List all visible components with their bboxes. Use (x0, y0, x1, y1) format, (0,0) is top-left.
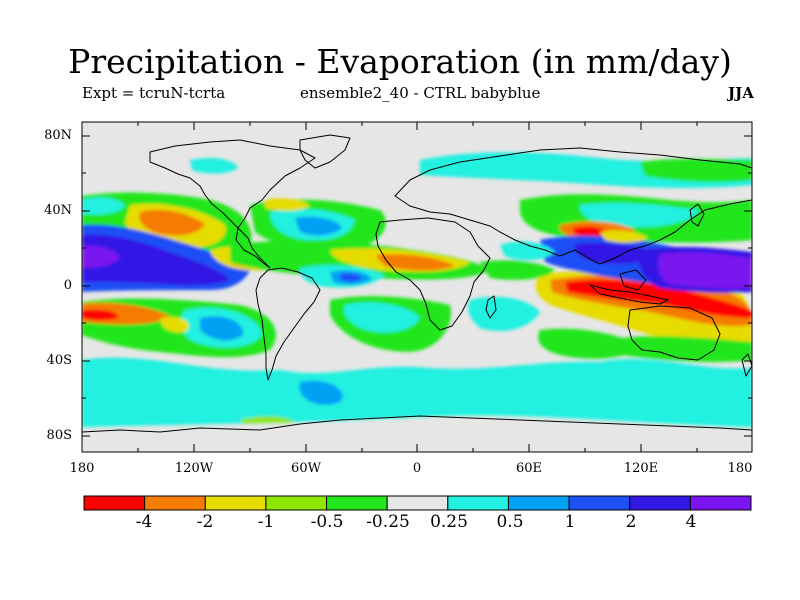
colorbar-box-11 (689, 495, 752, 511)
central-pacific-wet-max (82, 245, 120, 268)
indonesia-coast (589, 284, 669, 305)
southern-ocean-antarctic (82, 416, 752, 452)
colorbar-box-3 (204, 495, 267, 511)
colorbar-box-4 (265, 495, 328, 511)
lat-label-eq: 0 (63, 278, 72, 293)
bottom-major-ticks (81, 444, 753, 452)
south-pacific-edge (160, 317, 189, 333)
map-title: Precipitation - Evaporation (in mm/day) (68, 42, 732, 81)
colorbar-box-10 (629, 495, 691, 511)
lat-label-40n: 40N (44, 203, 72, 218)
arctic-patch (190, 157, 238, 174)
colorbar (83, 495, 752, 511)
north-atlantic-yellow (265, 198, 310, 211)
colorbar-box-9 (568, 495, 631, 511)
season-label: JJA (728, 84, 754, 102)
north-america-coast (149, 139, 316, 269)
colorbar-label-2: -2 (196, 512, 214, 532)
colorbar-label-10: 4 (685, 512, 697, 532)
lat-label-80s: 80S (46, 428, 72, 443)
north-atlantic-blue (295, 216, 342, 236)
arctic-green (640, 158, 752, 183)
colorbar-box-8 (507, 495, 570, 511)
australia-coast (627, 305, 721, 361)
arabian-sea-cyan (500, 241, 555, 261)
west-pacific-wet-core (658, 252, 752, 289)
south-america-coast (255, 267, 321, 381)
colorbar-label-7: 0.5 (496, 512, 524, 532)
new-zealand-coast (741, 353, 752, 377)
colorbar-box-6 (386, 495, 449, 511)
east-asia-yellow (600, 230, 648, 243)
south-africa-cyan (468, 296, 540, 332)
colorbar-box-1 (83, 495, 146, 511)
experiment-label: Expt = tcruN-tcrta (82, 84, 226, 102)
axis-ticks (81, 122, 753, 452)
asia-cyan (579, 202, 700, 228)
sahel-orange (375, 254, 455, 271)
lon-label-120w: 120W (174, 461, 214, 476)
colorbar-label-8: 1 (564, 512, 576, 532)
antarctica-coast (82, 415, 752, 433)
comparison-label: ensemble2_40 - CTRL babyblue (300, 84, 541, 102)
borneo-coast (619, 269, 647, 291)
lat-label-80n: 80N (44, 128, 72, 143)
top-major-ticks (81, 122, 753, 130)
lon-label-180e: 180 (727, 461, 753, 476)
lon-label-0: 0 (412, 461, 422, 476)
north-pacific-cyan (82, 197, 125, 215)
madagascar-coast (485, 295, 497, 319)
colorbar-label-9: 2 (625, 512, 637, 532)
colorbar-box-5 (326, 495, 388, 511)
south-pacific-blue (200, 316, 244, 341)
coastlines (82, 134, 752, 433)
southwest-indian-green (538, 328, 640, 359)
africa-coast (375, 217, 491, 331)
south-pacific-dry-core (82, 309, 119, 321)
lon-label-180w: 180 (69, 461, 95, 476)
lon-label-60w: 60W (291, 461, 321, 476)
south-indian-blue (700, 373, 752, 422)
lon-label-60e: 60E (515, 461, 543, 476)
colorbar-label-3: -1 (257, 512, 275, 532)
colorbar-label-5: -0.25 (366, 512, 410, 532)
colorbar-label-4: -0.5 (310, 512, 344, 532)
greenland-coast (299, 134, 351, 169)
south-atlantic-cyan (343, 302, 420, 333)
japan-coast (689, 203, 705, 227)
colorbar-label-6: 0.25 (430, 512, 468, 532)
minor-ticks (82, 122, 752, 452)
indian-ocean-green (480, 260, 555, 280)
west-pacific-green (700, 211, 752, 241)
central-pacific-wet-core (82, 234, 230, 286)
atlantic-itcz-deep (340, 273, 362, 282)
colorbar-box-7 (447, 495, 509, 511)
maritime-continent-red (565, 279, 752, 318)
left-major-ticks (82, 135, 90, 437)
colorbar-label-1: -4 (135, 512, 153, 532)
contour-field (82, 122, 752, 452)
lat-label-40s: 40S (46, 353, 72, 368)
southern-ocean-wet-patch (299, 380, 343, 405)
north-pacific-orange (139, 209, 205, 236)
colorbar-box-2 (144, 495, 206, 511)
lon-label-120e: 120E (623, 461, 659, 476)
right-major-ticks (744, 135, 752, 437)
eurasia-coast (394, 147, 752, 265)
